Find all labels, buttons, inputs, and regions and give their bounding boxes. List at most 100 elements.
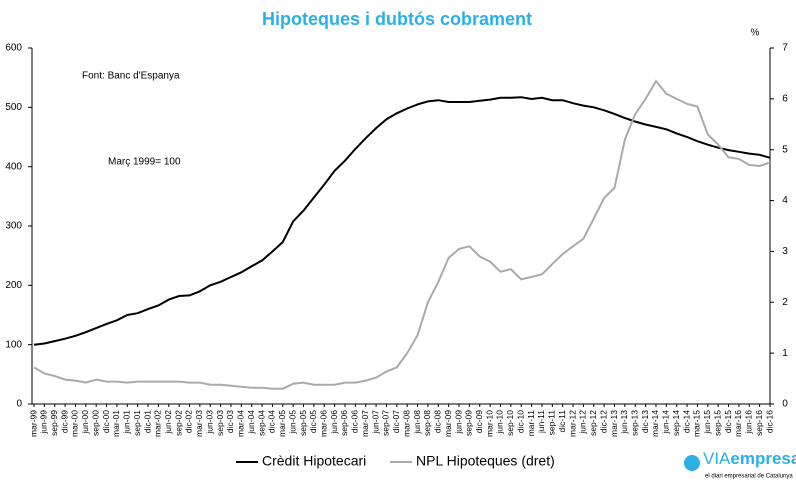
- x-tick-label: dic-06: [350, 410, 360, 433]
- x-tick-label: mar-05: [277, 410, 287, 437]
- legend-label: Crèdit Hipotecari: [262, 453, 366, 469]
- y-tick-label: 200: [5, 280, 22, 291]
- x-tick-label: jun-10: [495, 410, 505, 435]
- x-tick-label: jun-05: [287, 410, 297, 435]
- x-tick-label: sep-99: [49, 410, 59, 436]
- x-tick-label: mar-07: [360, 410, 370, 437]
- data-line: [33, 79, 771, 390]
- x-tick-label: jun-11: [536, 410, 546, 434]
- logo: VIAempresa el diari empresarial de Catal…: [684, 449, 796, 480]
- y-tick-label: 300: [5, 221, 22, 232]
- y2-axis-label: %: [751, 28, 760, 39]
- x-tick-label: dic-12: [598, 410, 608, 433]
- y-tick-label: 500: [5, 102, 22, 113]
- x-tick-label: mar-99: [28, 410, 38, 437]
- x-tick-label: dic-15: [723, 410, 733, 433]
- x-tick-label: mar-04: [236, 410, 246, 437]
- x-tick-label: mar-11: [526, 410, 536, 437]
- x-tick-label: jun-00: [80, 410, 90, 435]
- x-tick-label: mar-15: [692, 410, 702, 437]
- x-tick-label: mar-06: [319, 410, 329, 437]
- x-tick-label: jun-99: [39, 410, 49, 435]
- x-tick-label: dic-09: [474, 410, 484, 433]
- x-tick-label: jun-04: [246, 410, 256, 435]
- x-tick-label: sep-06: [339, 410, 349, 436]
- x-tick-label: sep-07: [381, 410, 391, 436]
- y2-tick-label: 0: [782, 399, 788, 410]
- x-tick-label: jun-03: [204, 410, 214, 435]
- y-tick-label: 600: [5, 43, 22, 54]
- x-tick-label: sep-04: [256, 410, 266, 436]
- x-tick-label: jun-14: [661, 410, 671, 435]
- y2-tick-label: 3: [782, 246, 788, 257]
- x-tick-label: sep-16: [754, 410, 764, 436]
- x-tick-label: dic-10: [515, 410, 525, 433]
- x-tick-label: sep-05: [298, 410, 308, 436]
- logo-part: empresa: [730, 449, 796, 468]
- x-tick-label: sep-10: [505, 410, 515, 436]
- x-tick-label: mar-14: [650, 410, 660, 437]
- x-tick-label: sep-02: [173, 410, 183, 436]
- x-tick-label: mar-00: [70, 410, 80, 437]
- x-tick-label: mar-10: [484, 410, 494, 437]
- x-tick-label: dic-04: [267, 410, 277, 433]
- x-tick-label: dic-16: [764, 410, 774, 433]
- x-tick-label: dic-99: [59, 410, 69, 433]
- y-tick-label: 400: [5, 161, 22, 172]
- x-tick-label: sep-14: [671, 410, 681, 436]
- logo-icon: [684, 455, 700, 471]
- x-tick-label: jun-07: [370, 410, 380, 435]
- x-tick-label: jun-09: [453, 410, 463, 435]
- x-tick-label: dic-14: [681, 410, 691, 433]
- data-line: [33, 96, 771, 346]
- x-tick-label: dic-03: [225, 410, 235, 433]
- annotation: Font: Banc d'Espanya: [82, 71, 180, 82]
- x-tick-label: dic-11: [557, 410, 567, 433]
- x-tick-label: jun-02: [163, 410, 173, 435]
- x-tick-label: mar-03: [194, 410, 204, 437]
- logo-tagline: el diari empresarial de Catalunya: [705, 474, 793, 480]
- x-tick-label: dic-13: [640, 410, 650, 433]
- x-tick-label: sep-15: [712, 410, 722, 436]
- x-tick-label: mar-09: [443, 410, 453, 437]
- y-tick-label: 0: [16, 399, 22, 410]
- legend-label: NPL Hipoteques (dret): [416, 453, 555, 469]
- y2-tick-label: 5: [782, 144, 788, 155]
- x-tick-label: jun-16: [744, 410, 754, 435]
- x-tick-label: jun-06: [329, 410, 339, 435]
- x-tick-label: sep-12: [588, 410, 598, 436]
- x-tick-label: dic-00: [101, 410, 111, 433]
- x-tick-label: mar-12: [567, 410, 577, 437]
- x-tick-label: dic-01: [142, 410, 152, 433]
- x-tick-label: sep-01: [132, 410, 142, 436]
- annotation: Març 1999= 100: [108, 157, 181, 168]
- x-tick-label: jun-01: [122, 410, 132, 435]
- x-tick-label: jun-08: [412, 410, 422, 435]
- y2-tick-label: 1: [782, 348, 788, 359]
- y2-tick-label: 6: [782, 93, 788, 104]
- x-tick-label: mar-02: [153, 410, 163, 437]
- x-tick-label: sep-00: [90, 410, 100, 436]
- x-tick-label: sep-03: [215, 410, 225, 436]
- logo-name: VIAempresa: [703, 449, 796, 468]
- x-tick-label: mar-01: [111, 410, 121, 437]
- logo-part: VIA: [703, 449, 731, 468]
- x-tick-label: sep-09: [464, 410, 474, 436]
- x-tick-label: sep-11: [547, 410, 557, 436]
- x-tick-label: jun-15: [702, 410, 712, 435]
- y2-tick-label: 2: [782, 297, 788, 308]
- x-tick-label: sep-08: [422, 410, 432, 436]
- x-tick-label: mar-13: [609, 410, 619, 437]
- x-tick-label: mar-16: [733, 410, 743, 437]
- x-tick-label: sep-13: [629, 410, 639, 436]
- y2-tick-label: 4: [782, 195, 788, 206]
- x-tick-label: jun-12: [578, 410, 588, 435]
- chart-title: Hipoteques i dubtós cobrament: [262, 9, 532, 29]
- x-tick-label: jun-13: [619, 410, 629, 435]
- x-tick-label: dic-08: [433, 410, 443, 433]
- x-tick-label: mar-08: [401, 410, 411, 437]
- y-tick-label: 100: [5, 339, 22, 350]
- x-tick-label: dic-05: [308, 410, 318, 433]
- y2-tick-label: 7: [782, 43, 788, 54]
